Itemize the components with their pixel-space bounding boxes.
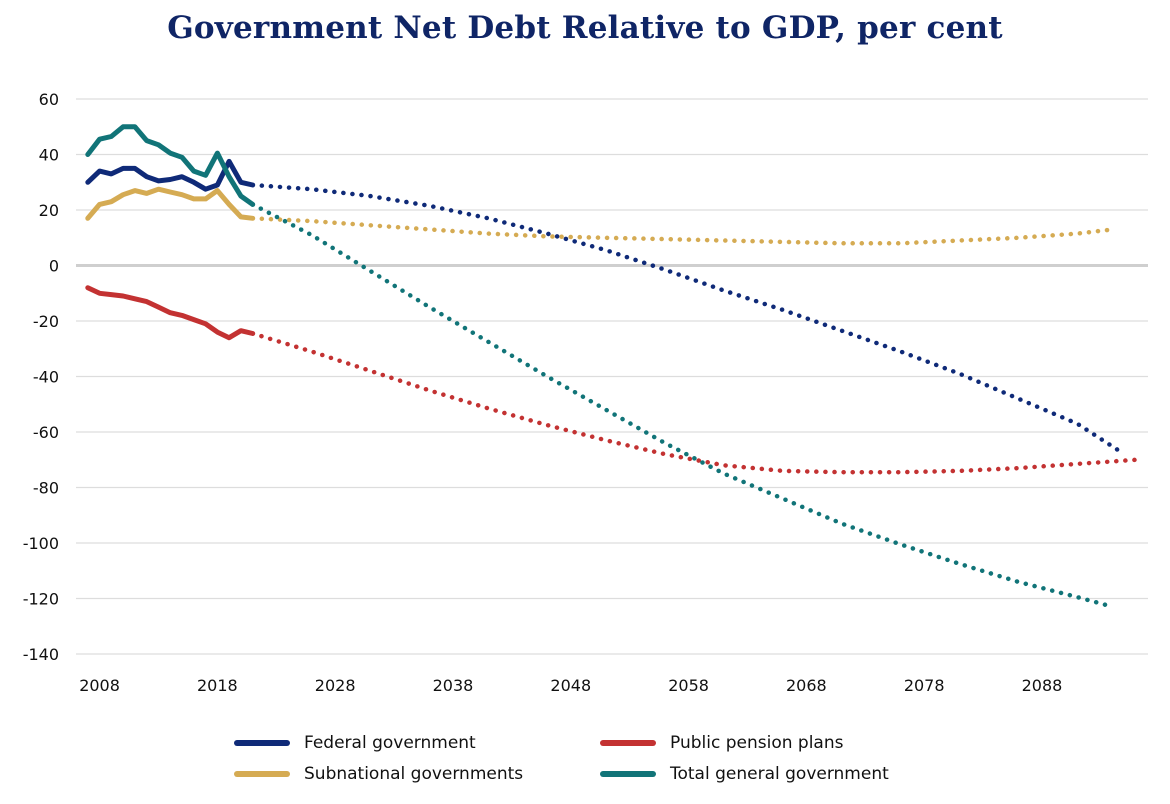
x-tick-label: 2028	[315, 676, 356, 695]
y-tick-label: -60	[33, 423, 59, 442]
y-tick-label: -80	[33, 479, 59, 498]
series-projection-subnational-governments	[250, 216, 1115, 246]
y-tick-label: 60	[39, 90, 59, 109]
series-historical-public-pension-plans	[85, 285, 256, 341]
x-tick-label: 2088	[1022, 676, 1063, 695]
x-tick-label: 2058	[668, 676, 709, 695]
x-tick-label: 2038	[433, 676, 474, 695]
series-projection-federal-government	[250, 182, 1127, 457]
y-tick-label: 20	[39, 201, 59, 220]
chart-title: Government Net Debt Relative to GDP, per…	[167, 10, 1003, 46]
y-tick-label: -40	[33, 368, 59, 387]
x-tick-label: 2078	[904, 676, 945, 695]
series-projection-public-pension-plans	[250, 331, 1139, 475]
x-tick-label: 2068	[786, 676, 827, 695]
x-tick-label: 2008	[79, 676, 120, 695]
y-tick-label: -20	[33, 312, 59, 331]
y-tick-label: 0	[49, 257, 59, 276]
y-tick-label: 40	[39, 146, 59, 165]
series-lines	[85, 124, 1139, 610]
y-tick-label: -140	[23, 645, 59, 664]
y-tick-label: -120	[23, 590, 59, 609]
y-tick-label: -100	[23, 534, 59, 553]
gridlines	[76, 98, 1148, 655]
series-projection-total-general-government	[250, 202, 1115, 610]
x-axis-tick-labels: 2008 2018 2028 2038 2048 2058 2068 2078 2088	[79, 676, 1062, 695]
x-tick-label: 2048	[550, 676, 591, 695]
y-axis-tick-labels: 60 40 20 0 -20 -40 -60 -80 -100 -120 -140	[23, 90, 59, 664]
x-tick-label: 2018	[197, 676, 238, 695]
series-historical-total-general-government	[85, 124, 256, 207]
series-historical-subnational-governments	[85, 186, 256, 221]
